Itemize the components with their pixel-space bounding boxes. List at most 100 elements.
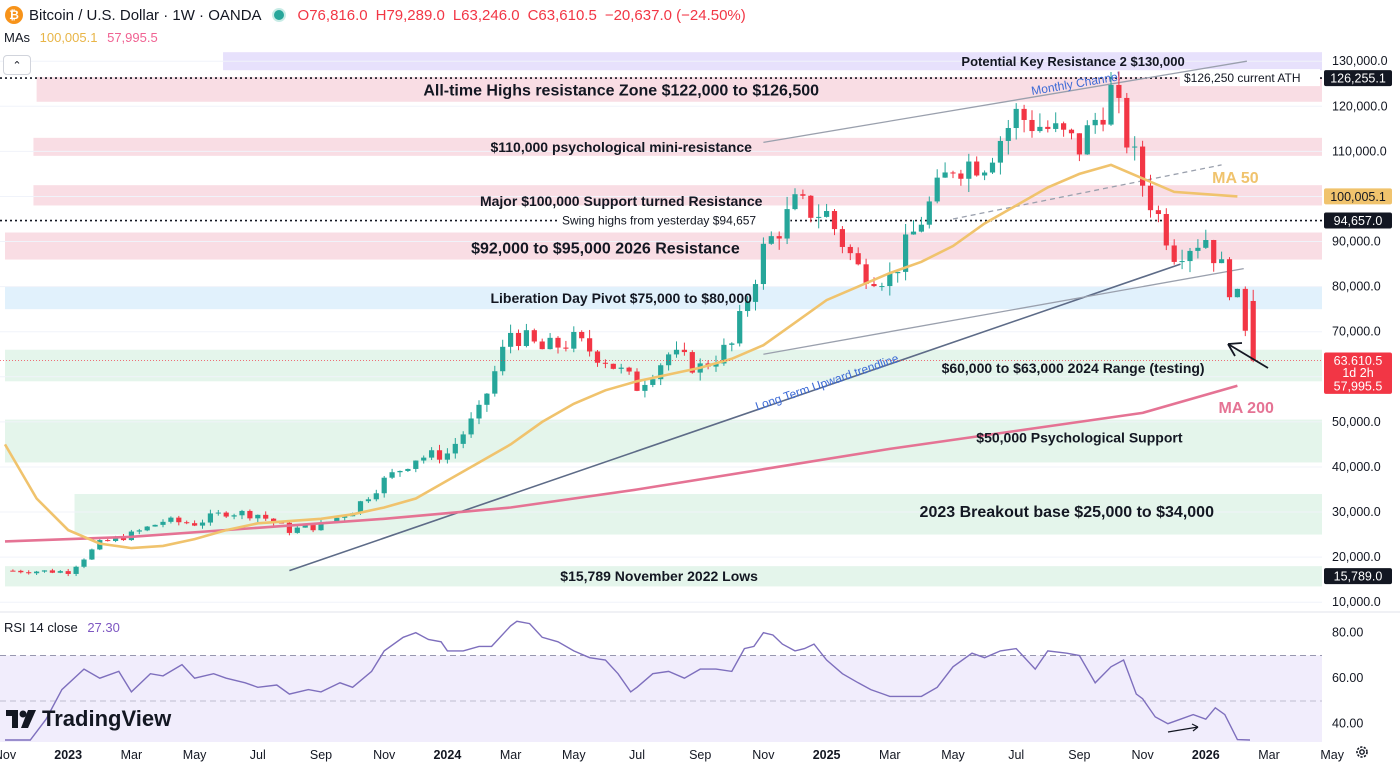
candle-body-0: [10, 570, 16, 572]
candle-body-49: [397, 470, 403, 473]
candle-body-51: [413, 460, 419, 469]
candle-body-121: [966, 161, 972, 179]
candle-body-144: [1147, 185, 1154, 211]
candle-body-106: [847, 246, 853, 254]
level-label-bg-1: [558, 211, 791, 229]
time-label-8: Mar: [500, 748, 522, 762]
candle-body-52: [421, 457, 427, 461]
candle-body-94: [752, 284, 759, 302]
price-badge-2: 1d 2h: [1342, 366, 1373, 380]
candle-body-70: [563, 347, 569, 349]
ma-label-1: MA 200: [1218, 400, 1274, 417]
candle-body-92: [737, 311, 743, 344]
time-axis[interactable]: Nov 2023 Mar May Jul Sep Nov 2024 Mar May Jul Sep No…: [0, 742, 1400, 762]
candle-body-35: [286, 522, 292, 533]
tradingview-logo[interactable]: TradingView: [6, 706, 171, 732]
candle-body-150: [1195, 247, 1201, 251]
candle-body-41: [334, 517, 340, 522]
candle-body-107: [855, 253, 861, 265]
rsi-legend[interactable]: RSI 14 close 27.30: [4, 620, 120, 635]
candle-body-38: [310, 525, 316, 531]
candle-body-6: [57, 571, 63, 573]
candle-body-22: [184, 522, 190, 524]
zone-label-6: $60,000 to $63,000 2024 Range (testing): [942, 360, 1205, 376]
candle-body-126: [1005, 128, 1011, 141]
price-tick-11: 20,000.0: [1332, 550, 1381, 564]
time-label-18: Nov: [1131, 748, 1154, 762]
rsi-tick-1: 60.00: [1332, 671, 1363, 685]
time-label-1: 2023: [54, 748, 82, 762]
settings-gear-icon[interactable]: [1354, 744, 1370, 760]
candle-body-134: [1068, 129, 1075, 134]
ma-value-2: 57,995.5: [107, 30, 158, 45]
time-label-6: Nov: [373, 748, 396, 762]
candle-body-93: [745, 301, 751, 312]
time-label-7: 2024: [433, 748, 461, 762]
moving-averages-layer: MA 50 MA 200: [3, 163, 1274, 550]
candle-body-44: [357, 501, 364, 514]
candle-body-17: [144, 526, 150, 531]
candle-body-9: [81, 559, 87, 567]
time-label-16: Jul: [1008, 748, 1024, 762]
time-label-12: Nov: [752, 748, 775, 762]
bitcoin-icon: ₿: [5, 6, 23, 24]
time-label-10: Jul: [629, 748, 645, 762]
zone-label-8: 2023 Breakout base $25,000 to $34,000: [920, 504, 1215, 521]
price-tick-4: 90,000.0: [1332, 235, 1381, 249]
collapse-legend-button[interactable]: ⌃: [3, 55, 31, 75]
price-tick-5: 80,000.0: [1332, 280, 1381, 294]
ma200-line: [4, 384, 1238, 543]
time-label-14: Mar: [879, 748, 901, 762]
zone-8: [74, 494, 1322, 535]
candle-body-99: [792, 194, 798, 210]
candle-body-110: [879, 286, 885, 288]
price-axis-bg: [1322, 30, 1400, 612]
annotation-arrowhead-price: [1227, 342, 1243, 357]
candle-body-82: [658, 365, 664, 380]
candle-body-50: [405, 468, 411, 471]
candle-body-118: [942, 172, 948, 178]
candle-body-115: [918, 224, 924, 232]
rsi-tick-2: 40.00: [1332, 717, 1363, 731]
rsi-tick-0: 80.00: [1332, 626, 1363, 640]
annotation-arrow-rsi: [1167, 726, 1199, 733]
candle-body-55: [444, 453, 450, 460]
price-badge-2-bg: [1324, 364, 1392, 381]
time-label-3: May: [183, 748, 207, 762]
candle-body-136: [1084, 125, 1090, 155]
annotation-arrow-price: [1227, 343, 1269, 369]
level-badge-1: 94,657.0: [1334, 214, 1383, 228]
candle-body-56: [452, 443, 458, 454]
candle-body-105: [839, 229, 845, 247]
ma-legend[interactable]: MAs 100,005.1 57,995.5: [4, 30, 158, 45]
ma50-line: [3, 163, 1238, 550]
market-status-icon: [271, 8, 286, 22]
candle-body-124: [989, 162, 996, 173]
levels-layer: $126,250 current ATH Swing highs from yes…: [0, 69, 1322, 229]
symbol-title[interactable]: Bitcoin / U.S. Dollar · 1W · OANDA: [29, 6, 262, 24]
chevron-up-icon: ⌃: [12, 59, 22, 72]
candle-body-109: [871, 284, 877, 287]
time-label-0: Nov: [0, 748, 17, 762]
level-label-0: $126,250 current ATH: [1184, 71, 1301, 85]
price-tick-1: 120,000.0: [1332, 99, 1388, 113]
candle-body-113: [903, 234, 909, 272]
ma-label-0: MA 50: [1212, 170, 1259, 187]
candle-body-64: [515, 332, 522, 346]
candle-body-63: [508, 332, 514, 347]
monthly-channel-upper: [763, 60, 1247, 143]
candle-body-138: [1100, 119, 1106, 125]
candle-body-152: [1211, 240, 1217, 264]
price-tick-12: 10,000.0: [1332, 595, 1381, 609]
zone-7: [5, 419, 1322, 463]
candle-body-53: [429, 450, 435, 458]
zone-label-1: All-time Highs resistance Zone $122,000 …: [423, 83, 819, 100]
candle-body-57: [460, 434, 466, 444]
candle-body-45: [365, 499, 371, 502]
price-tick-8: 50,000.0: [1332, 415, 1381, 429]
candle-body-145: [1155, 210, 1161, 215]
price-axis[interactable]: 130,000.0120,000.0110,000.0100,000.090,0…: [1322, 30, 1400, 612]
gridlines-layer: [0, 60, 1322, 603]
tradingview-icon: [6, 710, 36, 728]
zone-label-5: Liberation Day Pivot $75,000 to $80,000: [490, 290, 752, 306]
